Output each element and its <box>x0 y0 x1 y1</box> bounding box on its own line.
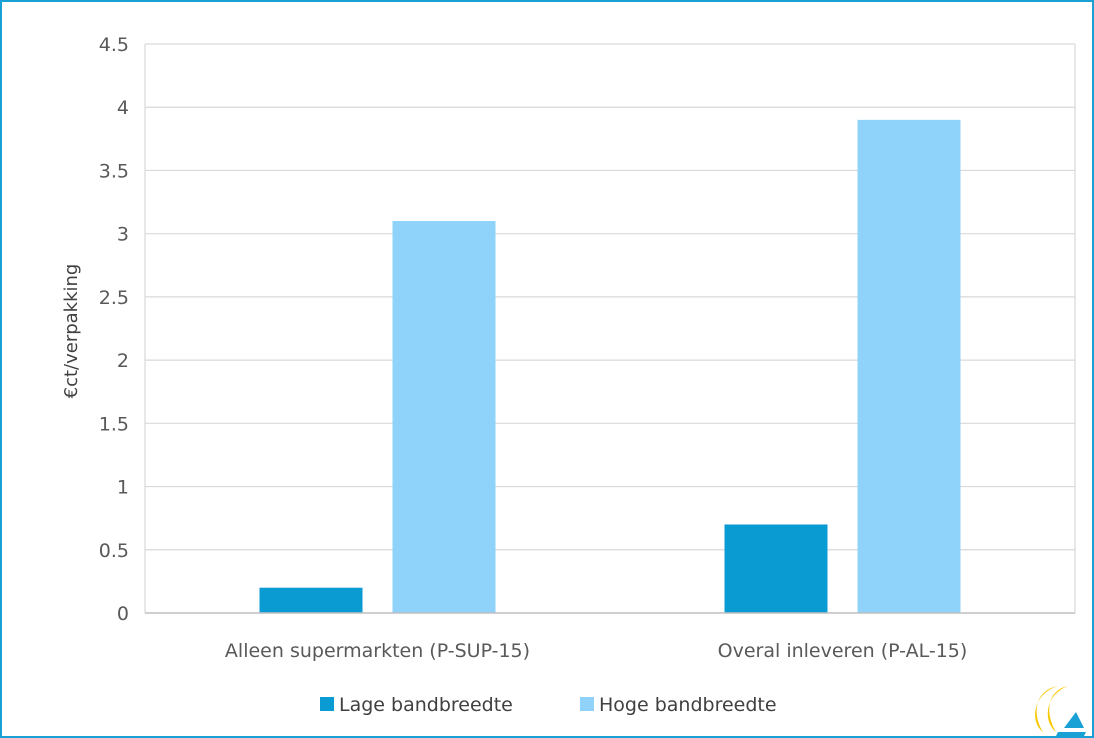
bars <box>259 119 961 613</box>
category-labels: Alleen supermarkten (P-SUP-15) Overal inl… <box>225 640 967 662</box>
legend-swatch <box>320 697 334 711</box>
y-tick-label: 2 <box>117 350 129 372</box>
bar-lage-1 <box>259 587 363 613</box>
y-tick-label: 4 <box>117 97 129 119</box>
y-tick-labels: 0 0.5 1 1.5 2 2.5 3 3.5 4 4.5 <box>99 34 129 625</box>
bar-hoge-2 <box>857 119 961 613</box>
legend: Lage bandbreedte Hoge bandbreedte <box>320 694 777 716</box>
legend-label: Lage bandbreedte <box>339 694 513 716</box>
y-tick-label: 1 <box>117 477 129 499</box>
y-tick-label: 3.5 <box>99 160 129 182</box>
bar-lage-2 <box>724 524 828 613</box>
y-tick-label: 0.5 <box>99 540 129 562</box>
category-label: Overal inleveren (P-AL-15) <box>718 640 968 662</box>
y-axis-title: €ct/verpakking <box>61 264 82 399</box>
y-tick-label: 1.5 <box>99 413 129 435</box>
y-tick-label: 2.5 <box>99 287 129 309</box>
category-label: Alleen supermarkten (P-SUP-15) <box>225 640 530 662</box>
bar-hoge-1 <box>392 221 496 613</box>
y-tick-label: 4.5 <box>99 34 129 56</box>
ce-delft-logo-icon <box>1035 686 1086 736</box>
legend-label: Hoge bandbreedte <box>599 694 777 716</box>
legend-swatch <box>580 697 594 711</box>
y-tick-label: 0 <box>117 603 129 625</box>
y-tick-label: 3 <box>117 224 129 246</box>
